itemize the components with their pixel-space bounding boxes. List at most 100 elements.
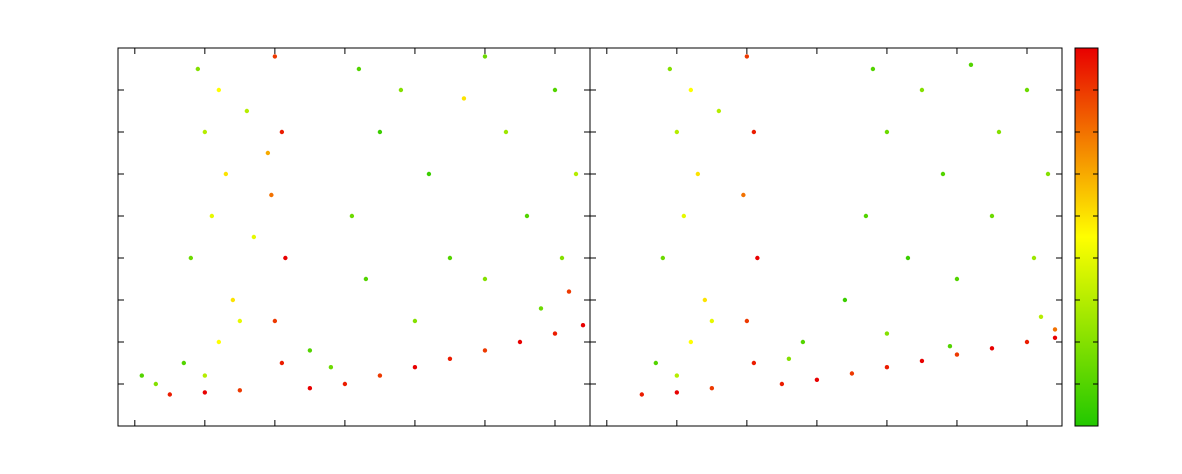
point (884, 129, 890, 135)
point (552, 87, 558, 93)
point (674, 373, 680, 378)
point (216, 339, 222, 345)
point (741, 192, 746, 198)
point (709, 318, 715, 324)
point (181, 360, 187, 366)
point (1052, 327, 1058, 332)
point (461, 96, 467, 101)
point (188, 255, 194, 261)
point (251, 234, 257, 240)
point (482, 276, 488, 282)
point (377, 373, 383, 378)
point (503, 129, 509, 135)
point (919, 358, 925, 364)
point (237, 318, 243, 324)
point (863, 213, 869, 219)
point (667, 66, 673, 72)
point (223, 171, 229, 177)
point (272, 54, 278, 59)
point (524, 213, 530, 219)
point (328, 365, 334, 370)
colorbar (1074, 47, 1099, 427)
point (751, 360, 757, 366)
point (800, 339, 806, 345)
point (398, 87, 404, 93)
plot-panel (639, 54, 1058, 397)
point (426, 171, 432, 177)
point (269, 192, 274, 198)
point (989, 213, 995, 219)
point (307, 386, 313, 391)
point (688, 87, 694, 93)
point (279, 129, 285, 135)
point (202, 373, 208, 378)
point (716, 108, 722, 114)
point (1045, 171, 1051, 177)
point (139, 373, 145, 378)
point (153, 381, 159, 387)
point (702, 297, 708, 303)
point (216, 87, 222, 93)
point (905, 255, 911, 261)
point (412, 318, 418, 324)
point (202, 129, 208, 135)
point (363, 276, 369, 282)
point (849, 371, 855, 376)
point (559, 255, 565, 261)
point (779, 381, 785, 387)
point (356, 66, 362, 72)
point (751, 129, 757, 135)
point (660, 255, 666, 261)
point (167, 392, 173, 397)
point (744, 54, 750, 59)
point (195, 66, 201, 72)
point (814, 377, 820, 382)
point (482, 348, 488, 353)
point (674, 390, 680, 395)
point (244, 108, 250, 114)
point (639, 392, 645, 397)
point (947, 344, 953, 349)
point (230, 297, 236, 303)
plot-panel (139, 54, 586, 397)
point (755, 255, 760, 261)
point (265, 150, 271, 156)
point (202, 390, 208, 395)
point (447, 356, 453, 361)
point (968, 62, 974, 67)
point (940, 171, 946, 177)
point (681, 213, 687, 219)
point (989, 346, 995, 351)
point (884, 365, 890, 370)
point (954, 276, 960, 282)
point (566, 289, 572, 294)
plot-frame (589, 47, 1063, 427)
point (307, 348, 313, 353)
point (349, 213, 355, 219)
point (552, 331, 558, 336)
plot-frame (117, 47, 591, 427)
point (580, 323, 586, 328)
point (1024, 87, 1030, 93)
point (786, 356, 792, 361)
point (884, 331, 890, 336)
point (272, 318, 278, 324)
point (1052, 335, 1058, 340)
point (919, 87, 925, 93)
point (237, 388, 243, 393)
point (996, 129, 1002, 135)
point (1038, 314, 1044, 319)
point (377, 129, 383, 135)
point (674, 129, 680, 135)
point (573, 171, 579, 177)
point (653, 360, 659, 366)
point (1031, 255, 1037, 261)
point (482, 54, 488, 59)
point (342, 381, 348, 387)
point (709, 386, 715, 391)
point (447, 255, 453, 261)
point (954, 352, 960, 357)
point (695, 171, 701, 177)
point (283, 255, 288, 261)
